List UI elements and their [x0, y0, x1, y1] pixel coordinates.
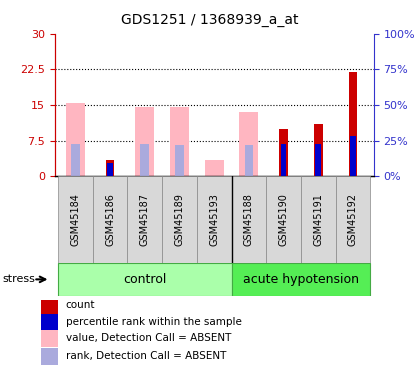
Bar: [42, 297, 58, 314]
Text: GSM45189: GSM45189: [174, 193, 184, 246]
FancyBboxPatch shape: [231, 176, 266, 262]
Text: value, Detection Call = ABSENT: value, Detection Call = ABSENT: [66, 333, 231, 343]
FancyBboxPatch shape: [197, 176, 231, 262]
Bar: [106, 160, 114, 176]
Text: GSM45184: GSM45184: [71, 193, 80, 246]
Bar: [170, 107, 189, 176]
Bar: [350, 136, 356, 176]
Text: GSM45188: GSM45188: [244, 193, 254, 246]
Bar: [71, 144, 80, 176]
Bar: [281, 144, 286, 176]
FancyBboxPatch shape: [301, 176, 336, 262]
Bar: [107, 163, 113, 176]
Bar: [205, 160, 224, 176]
FancyBboxPatch shape: [162, 176, 197, 262]
Text: acute hypotension: acute hypotension: [243, 273, 359, 286]
FancyBboxPatch shape: [336, 176, 370, 262]
Text: GSM45191: GSM45191: [313, 193, 323, 246]
FancyBboxPatch shape: [231, 262, 370, 296]
Text: GSM45187: GSM45187: [140, 193, 150, 246]
Bar: [140, 144, 149, 176]
Bar: [175, 146, 184, 176]
FancyBboxPatch shape: [266, 176, 301, 262]
Bar: [42, 330, 58, 346]
Bar: [349, 72, 357, 176]
Text: percentile rank within the sample: percentile rank within the sample: [66, 317, 241, 327]
Text: GSM45190: GSM45190: [278, 193, 289, 246]
Text: count: count: [66, 300, 95, 310]
Text: GSM45192: GSM45192: [348, 193, 358, 246]
Bar: [279, 129, 288, 176]
Bar: [314, 124, 323, 176]
Bar: [66, 103, 85, 176]
FancyBboxPatch shape: [93, 176, 127, 262]
Text: GSM45193: GSM45193: [209, 193, 219, 246]
FancyBboxPatch shape: [58, 262, 231, 296]
Text: GDS1251 / 1368939_a_at: GDS1251 / 1368939_a_at: [121, 13, 299, 27]
Bar: [239, 112, 258, 176]
Text: control: control: [123, 273, 166, 286]
Text: rank, Detection Call = ABSENT: rank, Detection Call = ABSENT: [66, 351, 226, 361]
Bar: [135, 107, 155, 176]
FancyBboxPatch shape: [58, 176, 93, 262]
Bar: [315, 144, 321, 176]
Bar: [42, 314, 58, 330]
Text: stress: stress: [2, 274, 35, 284]
Text: GSM45186: GSM45186: [105, 193, 115, 246]
Bar: [244, 146, 253, 176]
FancyBboxPatch shape: [127, 176, 162, 262]
Bar: [42, 348, 58, 364]
